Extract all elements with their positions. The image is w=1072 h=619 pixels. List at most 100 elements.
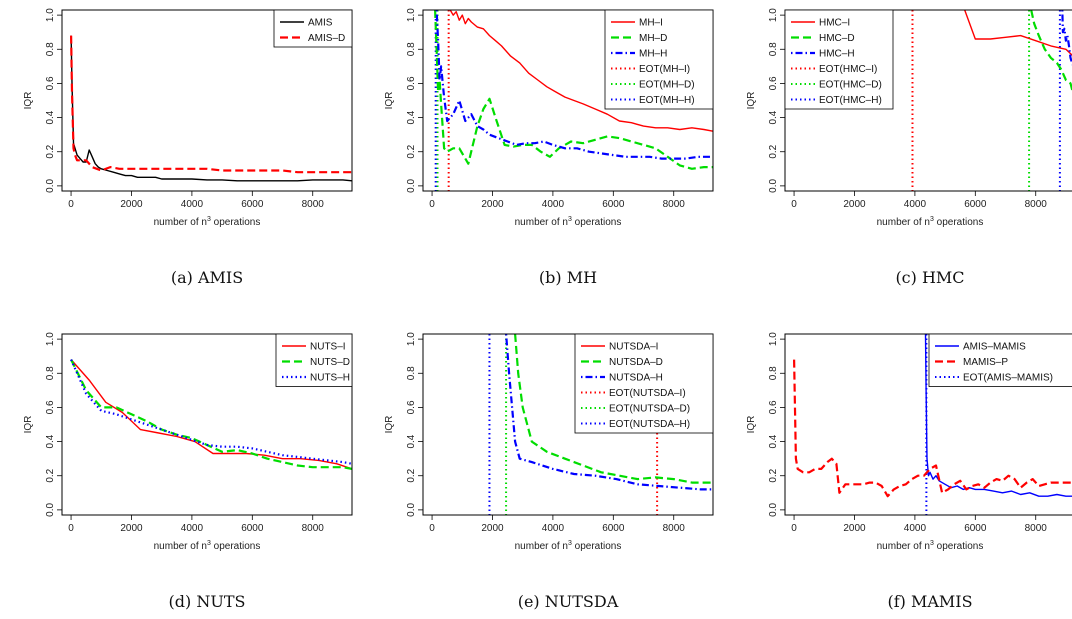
series-line [964,10,1072,56]
legend: MH–I MH–D MH–H EOT(MH–I) EOT(MH–D) EOT(MH–H) [604,9,714,110]
y-tick-label: 0.4 [768,434,779,448]
y-tick-label: 0.6 [768,76,779,90]
y-tick-label: 0.0 [45,178,56,192]
y-axis-title: IQR [746,92,757,110]
legend-label: NUTS–H [310,373,350,384]
x-tick-label: 2000 [481,523,504,534]
series-line [435,10,713,160]
y-tick-label: 0.4 [45,434,56,448]
y-tick-label: 0.4 [45,110,56,124]
y-tick-label: 1.0 [45,332,56,346]
x-tick-label: 6000 [602,199,625,210]
plot-area [911,10,1072,191]
y-axis-title: IQR [23,416,34,434]
x-tick-label: 0 [429,523,435,534]
x-tick-label: 0 [791,199,797,210]
x-tick-label: 6000 [241,199,264,210]
y-axis-title: IQR [384,92,395,110]
x-tick-label: 2000 [843,523,866,534]
series-line [70,359,352,470]
legend-box [275,333,353,387]
legend-label: NUTS–I [310,342,346,353]
legend-label: EOT(MH–I) [639,64,690,75]
x-axis-title: number of n3 operations [154,540,261,552]
y-tick-label: 0.2 [768,468,779,482]
y-tick-label: 0.0 [768,178,779,192]
legend: AMIS AMIS–D [273,9,353,48]
y-tick-label: 0.6 [406,76,417,90]
y-axis-title: IQR [23,92,34,110]
y-tick-label: 0.4 [406,110,417,124]
subfigure-caption: (a) AMIS [171,268,243,287]
x-tick-label: 6000 [602,523,625,534]
x-tick-label: 8000 [302,523,325,534]
plot-area [70,359,352,470]
x-axis-title: number of n3 operations [877,216,984,228]
x-tick-label: 2000 [481,199,504,210]
x-tick-label: 2000 [843,199,866,210]
legend-label: EOT(NUTSDA–D) [609,404,690,415]
plot-area [434,10,713,191]
legend-label: EOT(AMIS–MAMIS) [963,373,1053,384]
subfigure-caption: (b) MH [539,268,597,287]
legend-label: AMIS [308,18,333,29]
chart-amis: 0 2000 4000 6000 8000 0.0 0.2 0.4 0.6 0.8 1.0 numbe… [23,8,353,287]
legend-label: AMIS–MAMIS [963,342,1026,353]
y-tick-label: 1.0 [406,8,417,22]
plot-frame [61,9,353,192]
series-line [70,359,352,465]
legend-label: MH–D [639,33,667,44]
legend-label: EOT(HMC–I) [819,64,877,75]
y-tick-label: 0.0 [45,502,56,516]
y-tick-label: 0.2 [45,144,56,158]
subfigure-caption: (f) MAMIS [887,592,972,611]
x-tick-label: 6000 [241,523,264,534]
y-tick-label: 1.0 [768,332,779,346]
x-tick-label: 8000 [663,199,686,210]
legend-box [784,9,894,110]
subfigure-caption: (c) HMC [895,268,964,287]
y-tick-label: 0.0 [768,502,779,516]
legend: NUTS–I NUTS–D NUTS–H [275,333,353,387]
y-tick-label: 0.2 [406,144,417,158]
series-line [449,10,713,132]
legend-box [928,333,1072,387]
x-tick-label: 0 [68,199,74,210]
legend-label: NUTSDA–I [609,342,658,353]
y-tick-label: 0.8 [406,42,417,56]
legend: AMIS–MAMIS MAMIS–P EOT(AMIS–MAMIS) [928,333,1072,387]
chart-mh: 0 2000 4000 6000 8000 0.0 0.2 0.4 0.6 0.8 1.0 numbe… [384,8,714,287]
chart-nuts: 0 2000 4000 6000 8000 0.0 0.2 0.4 0.6 0.8 1.0 numbe… [23,332,353,611]
subfigure-caption: (e) NUTSDA [518,592,619,611]
series-line [434,10,713,170]
legend: NUTSDA–I NUTSDA–D NUTSDA–H EOT(NUTSDA–I) EOT… [574,333,714,434]
legend-label: NUTS–D [310,357,350,368]
plot-frame [61,333,353,516]
y-axis-title: IQR [746,416,757,434]
series-line [70,35,352,182]
x-axis-title: number of n3 operations [515,540,622,552]
y-tick-label: 0.0 [406,178,417,192]
series-line [1061,10,1072,66]
y-tick-label: 1.0 [45,8,56,22]
series-line [514,334,713,484]
y-tick-label: 0.8 [406,366,417,380]
x-tick-label: 4000 [904,523,927,534]
y-tick-label: 0.0 [406,502,417,516]
x-tick-label: 0 [791,523,797,534]
legend-label: EOT(MH–D) [639,80,695,91]
x-axis-title: number of n3 operations [515,216,622,228]
series-line [70,35,352,174]
legend-label: AMIS–D [308,33,345,44]
legend-label: MH–I [639,18,663,29]
x-tick-label: 0 [429,199,435,210]
legend-label: EOT(HMC–D) [819,80,882,91]
series-line [505,334,713,491]
x-tick-label: 6000 [964,199,987,210]
subfigure-caption: (d) NUTS [169,592,246,611]
legend-label: EOT(HMC–H) [819,95,882,106]
legend-label: NUTSDA–H [609,373,663,384]
y-tick-label: 0.6 [768,400,779,414]
legend-label: EOT(NUTSDA–I) [609,388,686,399]
